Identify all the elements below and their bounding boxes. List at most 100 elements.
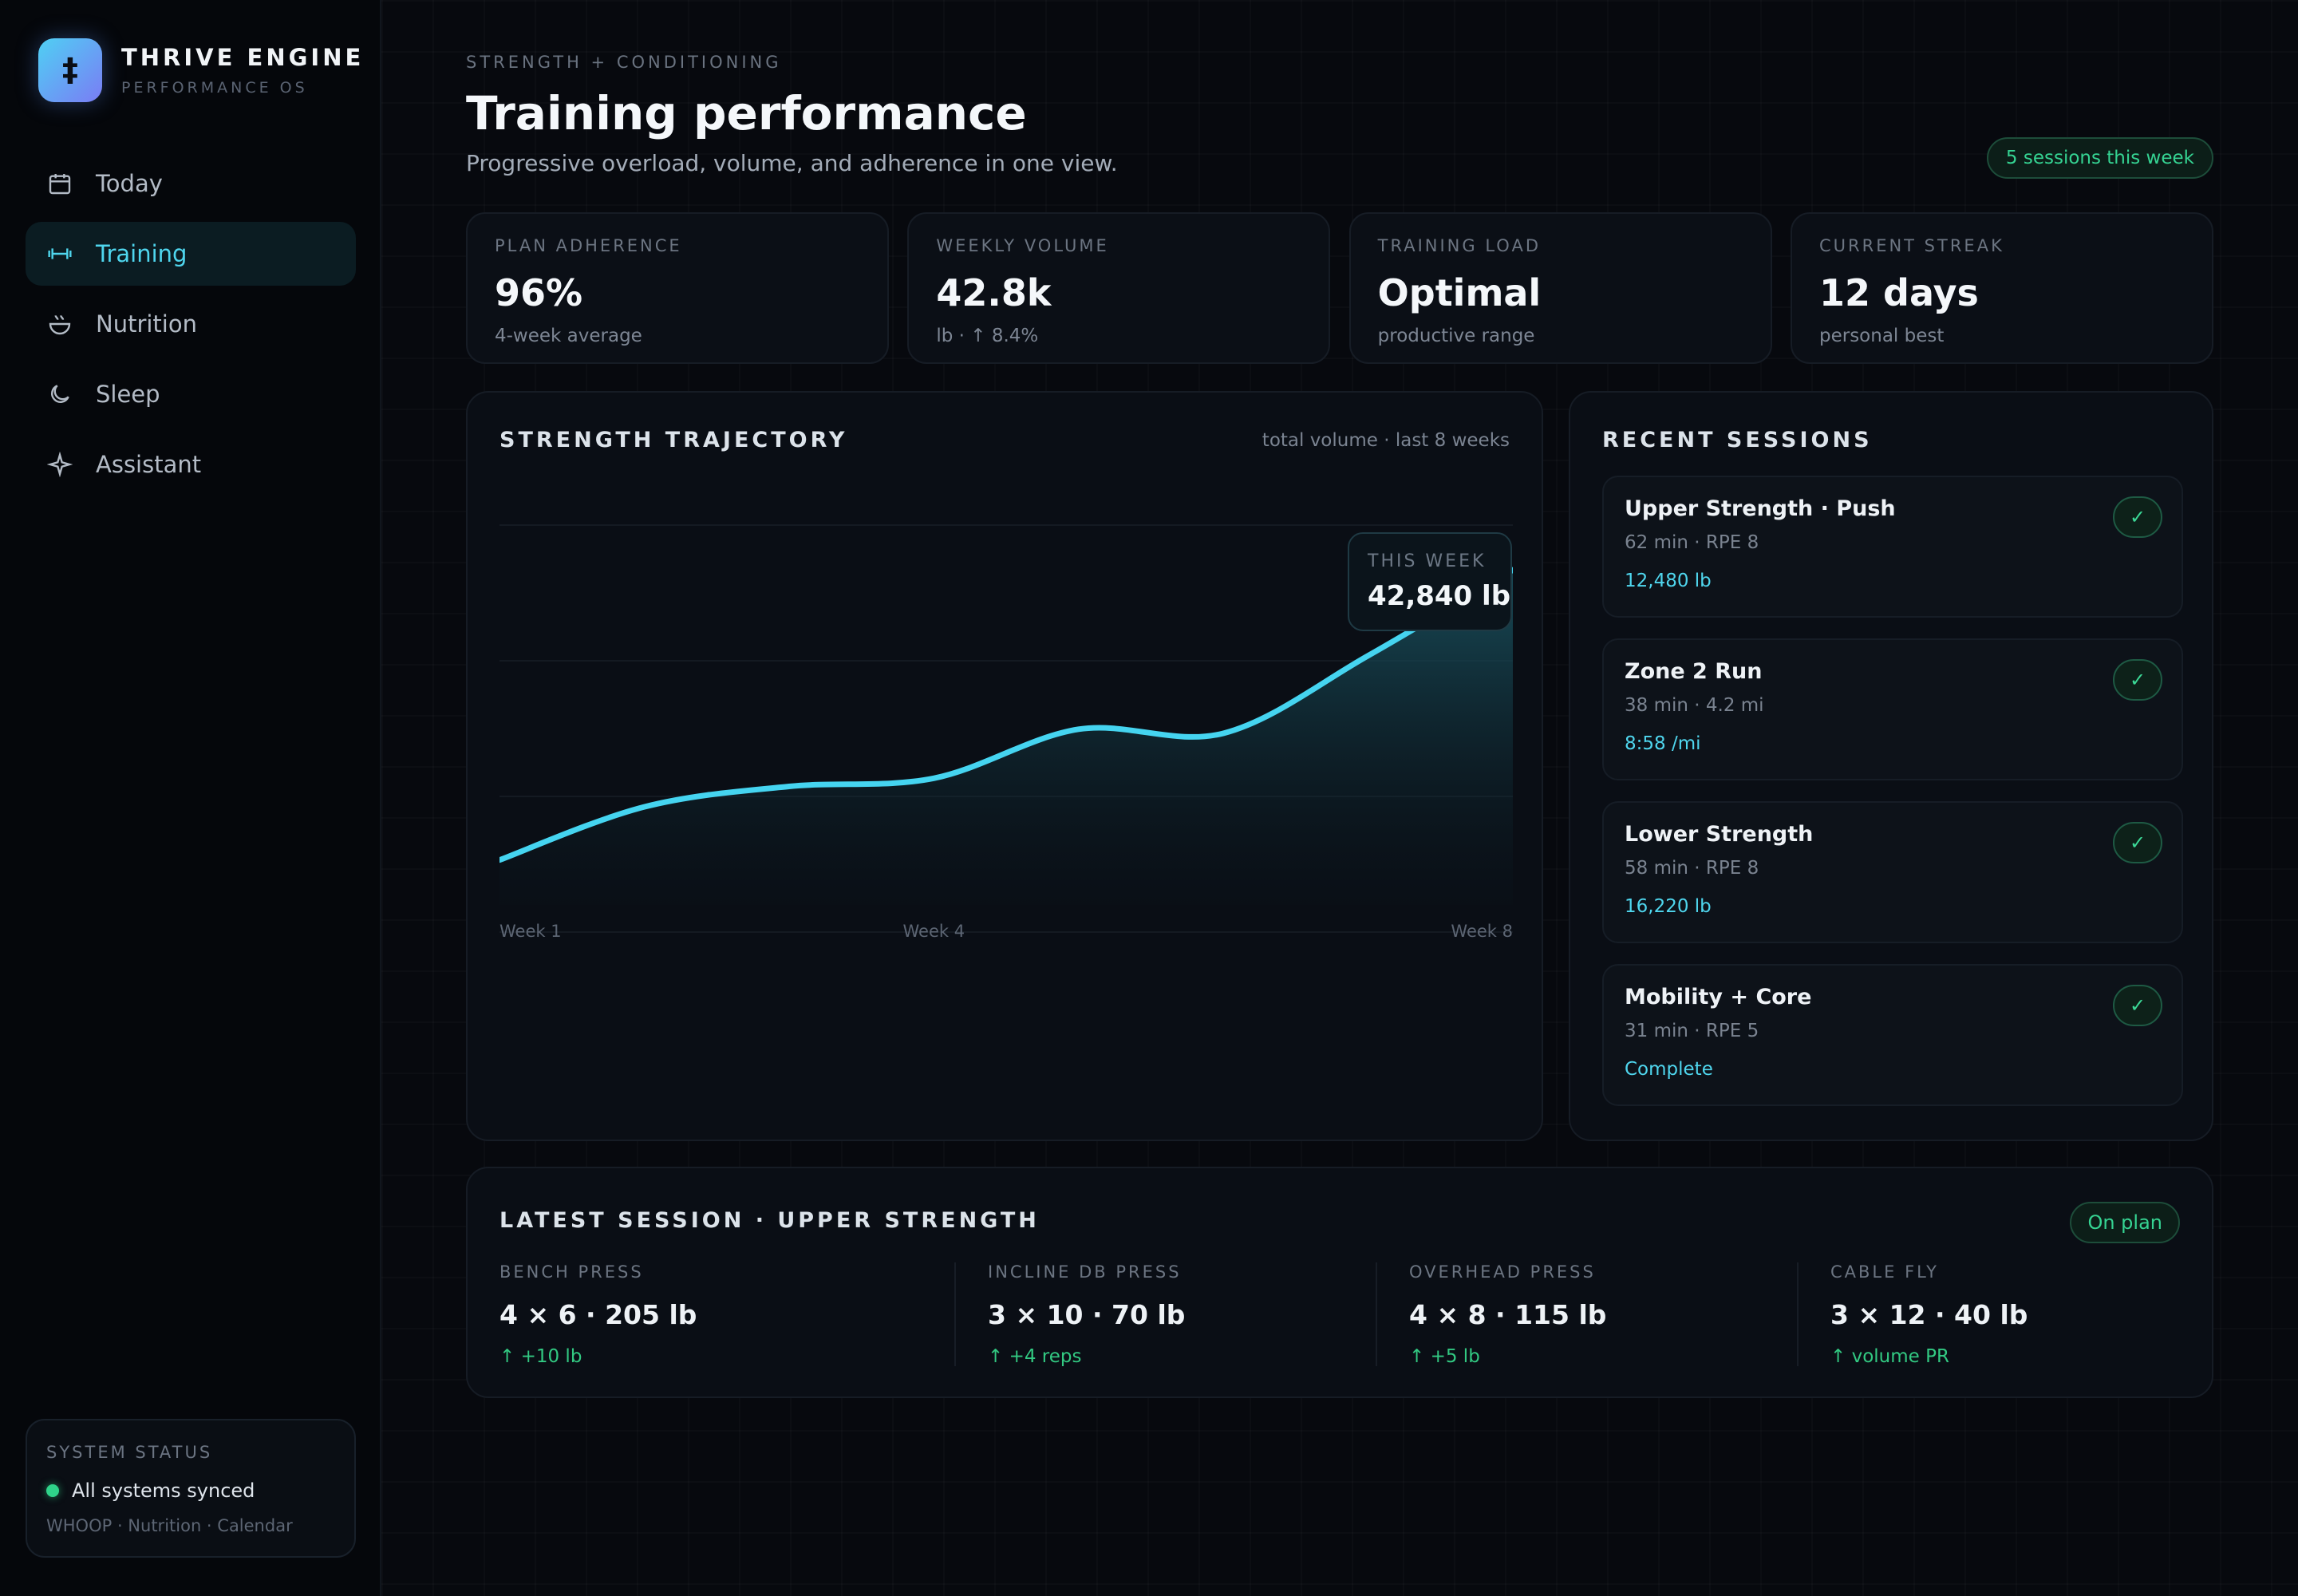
app-logo-icon: ‡ — [38, 38, 102, 102]
x-tick-label: Week 8 — [1451, 922, 1513, 941]
recent-sessions-title: RECENT SESSIONS — [1602, 428, 1873, 452]
check-icon: ✓ — [2113, 985, 2162, 1026]
brand[interactable]: ‡ THRIVE ENGINE PERFORMANCE OS — [38, 38, 364, 102]
status-sources: WHOOP · Nutrition · Calendar — [46, 1516, 293, 1535]
kpi-sub: personal best — [1818, 326, 1945, 346]
sidebar-item-today[interactable]: Today — [26, 152, 356, 215]
sidebar-item-label: Sleep — [96, 381, 160, 408]
session-meta: 31 min · RPE 5 — [1625, 1021, 1759, 1041]
this-week-tooltip: THIS WEEK 42,840 lb — [1348, 532, 1512, 631]
exercise-value: 4 × 6 · 205 lb — [499, 1299, 697, 1330]
session-name: Zone 2 Run — [1625, 659, 1763, 684]
chart-title: STRENGTH TRAJECTORY — [499, 428, 848, 452]
page-title: Training performance — [466, 86, 1027, 140]
session-value: 8:58 /mi — [1625, 733, 1701, 754]
strength-trajectory-panel: STRENGTH TRAJECTORY total volume · last … — [466, 391, 1543, 1141]
sidebar-nav: Today Training Nutrition Sleep Assistant — [26, 152, 356, 503]
kpi-value: Optimal — [1377, 271, 1542, 314]
session-card[interactable]: Zone 2 Run 38 min · 4.2 mi 8:58 /mi ✓ — [1602, 638, 2183, 780]
bowl-icon — [46, 310, 73, 338]
kpi-sub: lb · ↑ 8.4% — [936, 326, 1039, 346]
kpi-value: 96% — [495, 271, 583, 314]
latest-session-panel: LATEST SESSION · UPPER STRENGTH On plan … — [466, 1167, 2213, 1398]
check-icon: ✓ — [2113, 659, 2162, 701]
on-plan-badge: On plan — [2070, 1202, 2180, 1243]
exercise-name: INCLINE DB PRESS — [988, 1262, 1182, 1282]
exercise-name: CABLE FLY — [1830, 1262, 1939, 1282]
sidebar-item-label: Assistant — [96, 451, 202, 478]
page-eyebrow: STRENGTH + CONDITIONING — [466, 53, 782, 72]
exercise-value: 3 × 12 · 40 lb — [1830, 1299, 2028, 1330]
sidebar-item-label: Training — [96, 240, 188, 267]
sparkle-icon — [46, 451, 73, 478]
session-card[interactable]: Lower Strength 58 min · RPE 8 16,220 lb … — [1602, 801, 2183, 943]
session-meta: 58 min · RPE 8 — [1625, 858, 1759, 879]
session-value: 16,220 lb — [1625, 896, 1712, 917]
page-subtitle: Progressive overload, volume, and adhere… — [466, 150, 1118, 176]
exercise-name: OVERHEAD PRESS — [1409, 1262, 1596, 1282]
kpi-sub: productive range — [1377, 326, 1535, 346]
exercise-delta: ↑ +4 reps — [988, 1346, 1082, 1367]
exercise-name: BENCH PRESS — [499, 1262, 644, 1282]
kpi-value: 12 days — [1818, 271, 1979, 314]
x-tick-label: Week 1 — [499, 922, 562, 941]
sidebar: ‡ THRIVE ENGINE PERFORMANCE OS Today Tra… — [0, 0, 381, 1596]
session-meta: 62 min · RPE 8 — [1625, 532, 1759, 553]
session-meta: 38 min · 4.2 mi — [1625, 695, 1764, 716]
kpi-card-adherence: PLAN ADHERENCE 96% 4-week average — [466, 212, 889, 364]
system-status-card: SYSTEM STATUS All systems synced WHOOP ·… — [26, 1419, 356, 1558]
check-icon: ✓ — [2113, 822, 2162, 863]
exercise-item: INCLINE DB PRESS 3 × 10 · 70 lb ↑ +4 rep… — [954, 1262, 1376, 1367]
exercise-value: 3 × 10 · 70 lb — [988, 1299, 1186, 1330]
exercise-item: OVERHEAD PRESS 4 × 8 · 115 lb ↑ +5 lb — [1376, 1262, 1797, 1367]
chart-area-fill — [499, 570, 1513, 905]
kpi-sub: 4-week average — [495, 326, 642, 346]
sidebar-item-training[interactable]: Training — [26, 222, 356, 286]
session-card[interactable]: Mobility + Core 31 min · RPE 5 Complete … — [1602, 964, 2183, 1106]
exercise-delta: ↑ volume PR — [1830, 1346, 1949, 1367]
chart-series-line — [499, 567, 1513, 863]
exercise-item: BENCH PRESS 4 × 6 · 205 lb ↑ +10 lb — [499, 1262, 954, 1367]
strength-chart[interactable]: Week 1 Week 4 Week 8 THIS WEEK 42,840 lb — [499, 496, 1513, 943]
kpi-row: PLAN ADHERENCE 96% 4-week average WEEKLY… — [466, 212, 2213, 364]
sidebar-item-assistant[interactable]: Assistant — [26, 433, 356, 496]
moon-icon — [46, 381, 73, 408]
sidebar-item-label: Today — [96, 170, 163, 197]
sidebar-item-label: Nutrition — [96, 310, 197, 338]
session-name: Lower Strength — [1625, 822, 1814, 847]
kpi-label: CURRENT STREAK — [1818, 236, 2004, 255]
check-icon: ✓ — [2113, 496, 2162, 538]
exercise-value: 4 × 8 · 115 lb — [1409, 1299, 1607, 1330]
exercise-list: BENCH PRESS 4 × 6 · 205 lb ↑ +10 lb INCL… — [499, 1262, 2180, 1367]
sessions-week-badge: 5 sessions this week — [1986, 137, 2213, 179]
app-name: THRIVE ENGINE — [121, 44, 365, 71]
kpi-card-volume: WEEKLY VOLUME 42.8k lb · ↑ 8.4% — [907, 212, 1331, 364]
kpi-card-streak: CURRENT STREAK 12 days personal best — [1790, 212, 2213, 364]
exercise-item: CABLE FLY 3 × 12 · 40 lb ↑ volume PR — [1797, 1262, 2180, 1367]
calendar-icon — [46, 170, 73, 197]
tooltip-value: 42,840 lb — [1368, 580, 1510, 612]
recent-sessions-panel: RECENT SESSIONS Upper Strength · Push 62… — [1569, 391, 2213, 1141]
sidebar-item-sleep[interactable]: Sleep — [26, 362, 356, 426]
exercise-delta: ↑ +10 lb — [499, 1346, 582, 1367]
app-subtitle: PERFORMANCE OS — [121, 79, 308, 97]
x-tick-label: Week 4 — [902, 922, 965, 941]
kpi-card-load: TRAINING LOAD Optimal productive range — [1348, 212, 1772, 364]
session-value: Complete — [1625, 1059, 1713, 1080]
latest-session-title: LATEST SESSION · UPPER STRENGTH — [499, 1208, 1040, 1233]
sidebar-item-nutrition[interactable]: Nutrition — [26, 292, 356, 356]
kpi-label: TRAINING LOAD — [1377, 236, 1541, 255]
status-dot-icon — [46, 1484, 59, 1497]
exercise-delta: ↑ +5 lb — [1409, 1346, 1480, 1367]
kpi-label: WEEKLY VOLUME — [936, 236, 1109, 255]
chart-subtitle: total volume · last 8 weeks — [1262, 429, 1510, 451]
session-card[interactable]: Upper Strength · Push 62 min · RPE 8 12,… — [1602, 476, 2183, 618]
tooltip-label: THIS WEEK — [1367, 551, 1486, 571]
kpi-label: PLAN ADHERENCE — [495, 236, 682, 255]
session-name: Upper Strength · Push — [1625, 496, 1896, 521]
status-title: SYSTEM STATUS — [46, 1443, 213, 1462]
dumbbell-icon — [46, 240, 73, 267]
status-message: All systems synced — [72, 1479, 255, 1502]
session-value: 12,480 lb — [1625, 571, 1712, 591]
kpi-value: 42.8k — [936, 271, 1052, 314]
